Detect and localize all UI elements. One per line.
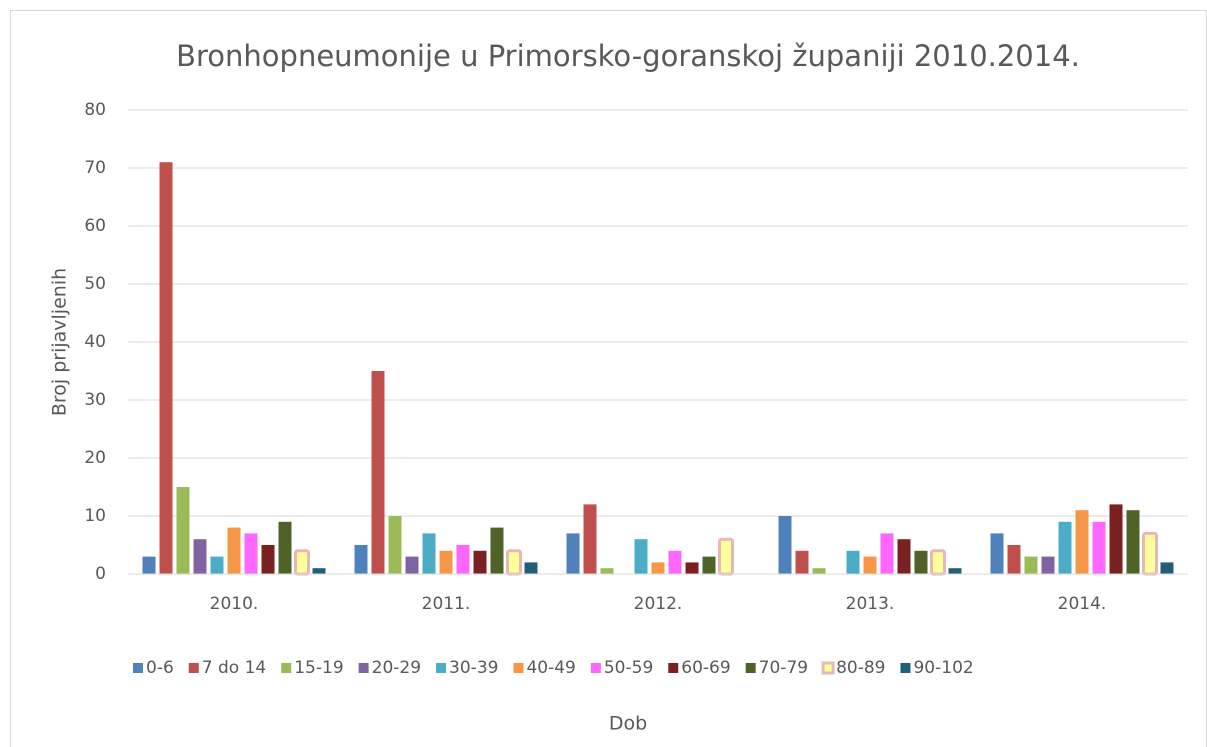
x-axis-label: Dob [609, 713, 647, 735]
bar [600, 568, 614, 574]
bar [795, 550, 809, 574]
bar [990, 533, 1004, 574]
bar [718, 537, 734, 576]
bar [473, 550, 487, 574]
bar [897, 539, 911, 574]
y-tick-label: 0 [95, 564, 106, 584]
x-tick-label: 2010. [210, 594, 259, 614]
bar [142, 556, 156, 574]
bar [294, 549, 310, 576]
bar [261, 545, 275, 574]
bar [685, 562, 699, 574]
bar [1058, 521, 1072, 574]
bar [506, 549, 522, 576]
legend-label: 0-6 [146, 658, 174, 678]
bar [422, 533, 436, 574]
bar [405, 556, 419, 574]
legend-label: 50-59 [604, 658, 653, 678]
bar [1092, 521, 1106, 574]
bar [914, 550, 928, 574]
y-tick-label: 10 [84, 506, 106, 526]
bar [948, 568, 962, 574]
bar [388, 516, 402, 574]
legend-marker [668, 663, 679, 673]
bar [846, 550, 860, 574]
bar [456, 545, 470, 574]
x-tick-label: 2011. [422, 594, 471, 614]
bar [668, 550, 682, 574]
legend-marker [133, 663, 143, 673]
bar [312, 568, 326, 574]
legend-marker [436, 663, 447, 673]
bar [1160, 562, 1174, 574]
bar [244, 533, 258, 574]
bar [524, 562, 538, 574]
bar [702, 556, 716, 574]
bar [863, 556, 877, 574]
legend-label: 20-29 [372, 658, 421, 678]
bar [1075, 510, 1089, 574]
legend-label: 15-19 [294, 658, 343, 678]
bar [634, 539, 648, 574]
y-tick-label: 50 [84, 274, 106, 294]
bar [651, 562, 665, 574]
chart-title: Bronhopneumonije u Primorsko-goranskoj ž… [176, 39, 1080, 73]
bar [1041, 556, 1055, 574]
legend-label: 7 do 14 [202, 658, 266, 678]
x-tick-label: 2013. [846, 594, 895, 614]
y-tick-label: 60 [84, 216, 106, 236]
bar [1007, 545, 1021, 574]
bar [193, 539, 207, 574]
y-axis-label: Broj prijavljenih [49, 268, 71, 416]
y-tick-label: 40 [84, 332, 106, 352]
y-tick-label: 70 [84, 158, 106, 178]
x-tick-label: 2012. [634, 594, 683, 614]
bar [1024, 556, 1038, 574]
bar [930, 549, 946, 576]
x-tick-label: 2014. [1058, 594, 1107, 614]
bar [583, 504, 597, 574]
legend-marker [745, 663, 756, 673]
legend-label: 90-102 [913, 658, 973, 678]
chart-border [10, 10, 1207, 747]
legend-marker [188, 663, 199, 673]
y-tick-label: 30 [84, 390, 106, 410]
bar [1109, 504, 1123, 574]
bar [490, 527, 504, 574]
legend-marker [821, 661, 835, 675]
bar [1142, 531, 1158, 576]
legend-marker [281, 663, 292, 673]
bar [159, 162, 173, 574]
bar [227, 527, 241, 574]
bar [278, 521, 292, 574]
bar [812, 568, 826, 574]
legend-label: 70-79 [759, 658, 808, 678]
bar [354, 545, 368, 574]
legend-marker [590, 663, 601, 673]
y-tick-label: 80 [84, 100, 106, 120]
legend-label: 60-69 [681, 658, 730, 678]
y-tick-label: 20 [84, 448, 106, 468]
bar [371, 371, 385, 574]
bar [176, 487, 190, 574]
legend-marker [513, 663, 524, 673]
legend-label: 30-39 [449, 658, 498, 678]
bar [1126, 510, 1140, 574]
bar [439, 550, 453, 574]
bar [880, 533, 894, 574]
legend-label: 80-89 [836, 658, 885, 678]
legend-marker [900, 663, 911, 673]
legend-marker [358, 663, 369, 673]
bar [778, 516, 792, 574]
bar [210, 556, 224, 574]
bar [566, 533, 580, 574]
legend-label: 40-49 [526, 658, 575, 678]
